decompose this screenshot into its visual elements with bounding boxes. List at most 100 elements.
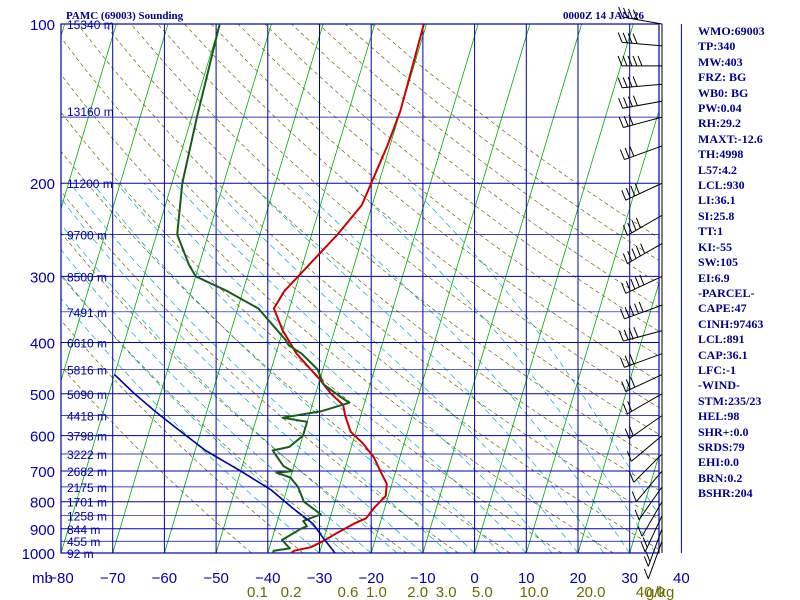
moist-adiabat bbox=[92, 182, 475, 553]
wind-barb-flag bbox=[642, 537, 648, 548]
isotherm-line bbox=[629, 453, 659, 553]
wind-barb-flag bbox=[633, 326, 639, 338]
isotherm-line bbox=[319, 24, 479, 553]
wind-barb-flag bbox=[635, 245, 641, 257]
index-line: LI:36.1 bbox=[698, 193, 736, 208]
wind-barb bbox=[647, 541, 663, 579]
index-line: MW:403 bbox=[698, 54, 743, 69]
height-label: 5090 m bbox=[67, 388, 107, 402]
mixing-ratio-label: 10.0 bbox=[519, 584, 548, 600]
wind-barb-flag bbox=[632, 9, 638, 20]
wind-barb-flag bbox=[637, 526, 643, 537]
mixing-ratio-label: 0.6 bbox=[338, 584, 359, 600]
wind-barb-flag bbox=[627, 33, 633, 44]
wind-barb-flag bbox=[627, 401, 633, 412]
station-title: PAMC (69003) Sounding bbox=[66, 10, 184, 22]
index-line: LCL:891 bbox=[698, 332, 745, 347]
wind-barb bbox=[622, 41, 663, 47]
temperature-line bbox=[272, 24, 425, 553]
index-line: LFC:-1 bbox=[698, 362, 736, 377]
parcel-line bbox=[113, 374, 336, 553]
pressure-unit-label: mb bbox=[32, 570, 53, 587]
index-line: EHI:0.0 bbox=[698, 455, 740, 470]
wind-barb-flag bbox=[627, 222, 633, 234]
wind-barb bbox=[638, 486, 663, 520]
wind-barb-flag bbox=[629, 145, 635, 157]
wind-barb-flag bbox=[631, 248, 637, 259]
temperature-tick-label: −20 bbox=[358, 570, 383, 587]
isotherms bbox=[61, 24, 659, 553]
dewpoint-line bbox=[176, 24, 351, 553]
pressure-tick-label: 500 bbox=[30, 387, 55, 404]
wind-barb-flag bbox=[617, 32, 623, 43]
sounding-time: 0000Z 14 JAN 26 bbox=[563, 10, 644, 22]
wind-barb-flag bbox=[624, 306, 630, 318]
index-line: TP:340 bbox=[698, 39, 736, 54]
pressure-tick-label: 200 bbox=[30, 176, 55, 193]
index-line: -PARCEL- bbox=[698, 285, 755, 300]
temperature-tick-label: −40 bbox=[255, 570, 280, 587]
isotherm-line bbox=[577, 281, 659, 553]
wind-barb-flag bbox=[618, 330, 624, 342]
wind-barb-flag bbox=[631, 491, 637, 502]
height-label: 1258 m bbox=[67, 510, 107, 524]
sounding-series bbox=[113, 24, 425, 553]
wind-barb-flag bbox=[627, 8, 633, 19]
moist-adiabat bbox=[296, 182, 630, 553]
wind-barb-flag bbox=[630, 278, 636, 290]
height-label: 9700 m bbox=[67, 229, 107, 243]
mixing-ratio-label: 0.1 bbox=[247, 584, 268, 600]
wind-barb-flag bbox=[632, 76, 638, 87]
index-line: PW:0.04 bbox=[698, 101, 742, 116]
index-line: TT:1 bbox=[698, 224, 724, 239]
wind-barb-flag bbox=[619, 308, 625, 320]
wind-barb-flag bbox=[621, 189, 627, 201]
temperature-tick-label: 40 bbox=[673, 570, 690, 587]
wind-barb-flag bbox=[622, 55, 628, 67]
wind-barb-flag bbox=[624, 355, 630, 366]
wind-barb bbox=[622, 16, 663, 25]
index-line: SRDS:79 bbox=[698, 439, 745, 454]
height-label: 4418 m bbox=[67, 410, 107, 424]
wind-barb-flag bbox=[635, 217, 641, 229]
pressure-tick-label: 800 bbox=[30, 495, 55, 512]
wind-barb-flag bbox=[622, 32, 628, 44]
wind-barb-flag bbox=[624, 428, 630, 439]
wind-barb-flag bbox=[621, 381, 627, 392]
wind-barb-flag bbox=[632, 95, 638, 106]
wind-barb bbox=[635, 470, 663, 503]
plot-border bbox=[60, 23, 660, 554]
height-label: 2175 m bbox=[67, 481, 107, 495]
height-label: 92 m bbox=[67, 547, 94, 561]
wind-barb-flag bbox=[625, 187, 631, 199]
isotherm-line bbox=[61, 24, 117, 210]
wind-barb bbox=[628, 415, 663, 440]
wind-barb-flag bbox=[618, 117, 624, 128]
wind-barb-flag bbox=[634, 183, 640, 194]
height-label: 3222 m bbox=[67, 448, 107, 462]
wind-barb bbox=[625, 182, 663, 201]
wind-barb bbox=[625, 374, 663, 392]
wind-barb-flag bbox=[619, 357, 625, 368]
index-line: BRN:0.2 bbox=[698, 470, 743, 485]
pressure-tick-label: 300 bbox=[30, 269, 55, 286]
temperature-tick-label: 20 bbox=[570, 570, 587, 587]
wind-barb-flag bbox=[640, 243, 646, 254]
index-line: STM:235/23 bbox=[698, 393, 762, 408]
wind-barb bbox=[647, 528, 663, 567]
temperature-tick-label: −80 bbox=[48, 570, 73, 587]
wind-barbs bbox=[617, 6, 663, 579]
pressure-grid bbox=[60, 23, 682, 554]
index-line: WMO:69003 bbox=[698, 24, 765, 38]
moist-adiabat bbox=[69, 182, 450, 553]
isotherm-line bbox=[370, 24, 531, 553]
pressure-tick-label: 400 bbox=[30, 335, 55, 352]
moist-adiabat bbox=[61, 297, 320, 553]
moist-adiabat bbox=[209, 182, 579, 553]
wind-barb bbox=[641, 501, 663, 537]
height-label: 5816 m bbox=[67, 364, 107, 378]
wind-barb-flag bbox=[622, 253, 628, 264]
moist-adiabat bbox=[61, 248, 372, 553]
wind-barb-flag bbox=[627, 96, 633, 107]
